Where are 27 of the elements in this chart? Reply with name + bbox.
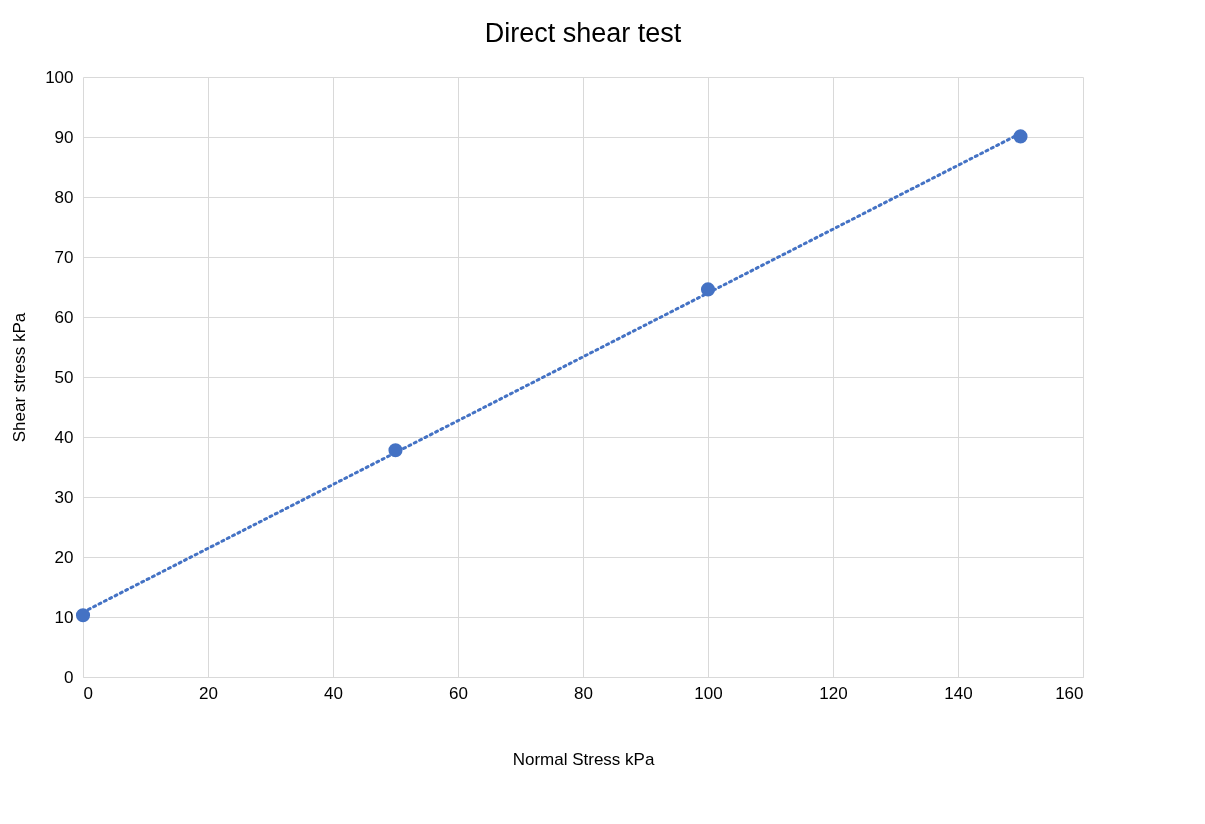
x-axis-title: Normal Stress kPa [512,749,655,769]
x-tick-label: 160 [1055,683,1084,703]
x-tick-label: 60 [449,683,468,703]
point [1013,129,1028,144]
point [75,608,91,623]
y-tick-label: 60 [54,307,74,327]
y-tick-label: 50 [54,367,74,387]
point [700,282,716,297]
y-tick-label: 0 [64,667,74,687]
y-tick-label: 20 [54,547,74,567]
point [388,443,403,458]
y-tick-label: 40 [54,427,74,447]
y-tick-label: 30 [54,487,74,507]
x-tick-label: 20 [199,683,218,703]
x-tick-label: 80 [574,683,593,703]
x-tick-label: 40 [324,683,343,703]
y-tick-label: 70 [54,247,74,267]
x-tick-label: 140 [944,683,973,703]
x-tick-label: 120 [819,683,848,703]
y-tick-label: 90 [54,127,74,147]
x-tick-label: 0 [83,683,93,703]
y-tick-label: 10 [54,607,74,627]
y-tick-label: 100 [45,67,74,87]
y-axis-title: Shear stress kPa [10,312,30,443]
x-tick-label: 100 [694,683,723,703]
chart-title: Direct shear test [484,18,682,48]
y-tick-label: 80 [54,187,74,207]
